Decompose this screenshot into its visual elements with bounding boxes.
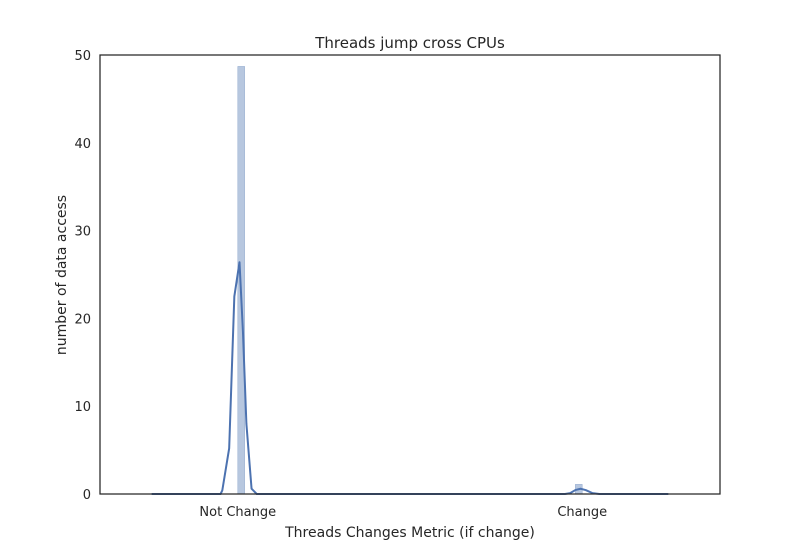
x-axis-label: Threads Changes Metric (if change): [284, 525, 535, 541]
x-tick-label-1: Change: [557, 505, 607, 520]
x-tick-label-0: Not Change: [199, 505, 276, 520]
y-tick-label-0: 0: [83, 488, 91, 503]
y-tick-label-3: 30: [74, 225, 91, 240]
y-tick-label-5: 50: [74, 49, 91, 64]
plot-area: 0 10 20 30 40 50 Not Change Change: [74, 49, 721, 520]
y-tick-label-4: 40: [74, 137, 91, 152]
y-tick-label-1: 10: [74, 400, 91, 415]
axes-frame: [99, 54, 721, 495]
y-axis-label: number of data access: [54, 195, 70, 355]
kde-line: [151, 261, 669, 495]
chart-title: Threads jump cross CPUs: [314, 34, 505, 52]
y-tick-label-2: 20: [74, 312, 91, 327]
